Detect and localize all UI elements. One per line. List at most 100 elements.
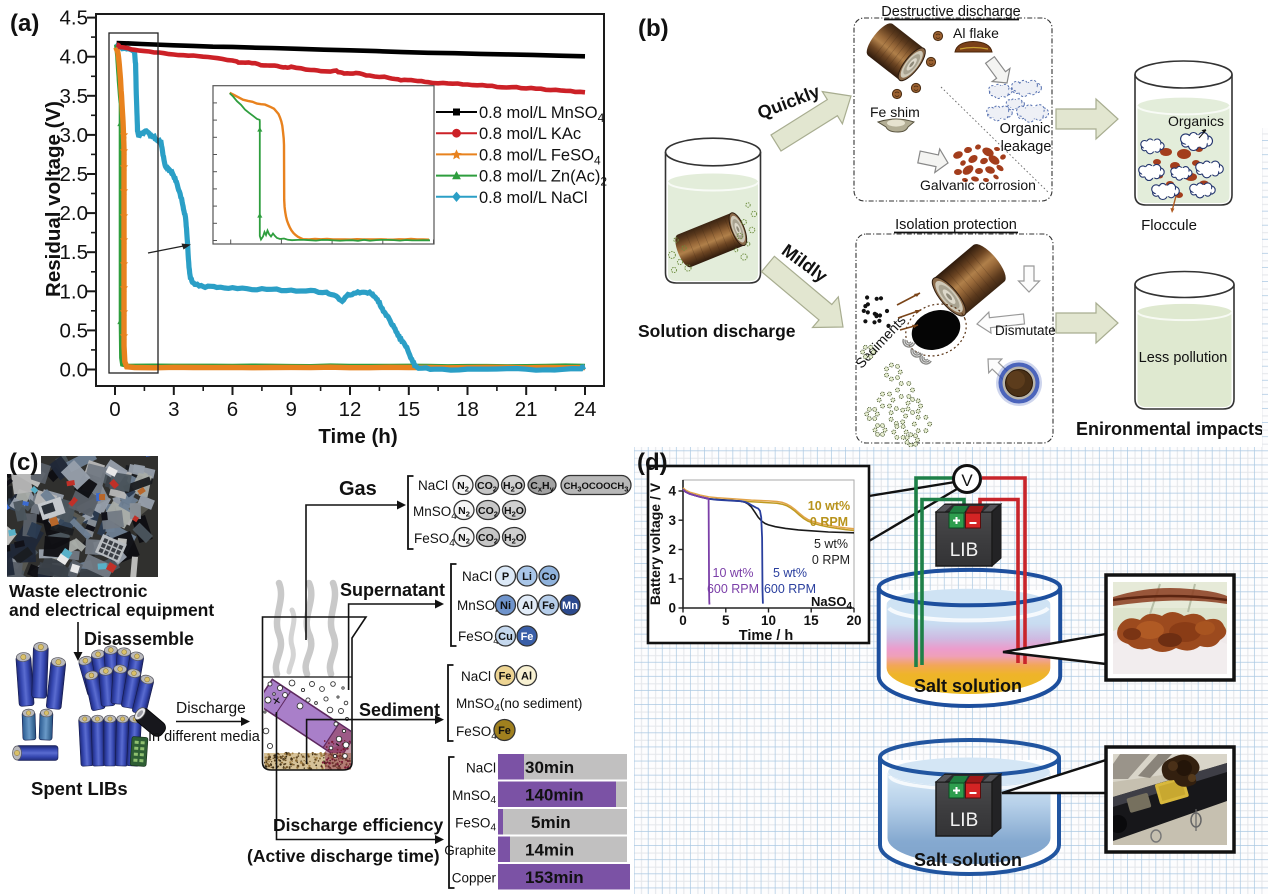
svg-text:MnSO4: MnSO4 [457,598,501,616]
svg-text:N2​: N2​ [458,532,470,546]
svg-text:Supernatant: Supernatant [340,580,445,600]
svg-text:Salt solution: Salt solution [914,850,1022,870]
svg-text:(Active discharge time): (Active discharge time) [247,846,440,866]
svg-text:2.0: 2.0 [60,202,89,225]
svg-text:3: 3 [668,513,676,528]
svg-text:NaCl: NaCl [466,761,496,776]
svg-text:MnSO4: MnSO4 [452,788,496,806]
svg-text:Fe: Fe [499,671,512,683]
svg-text:1.5: 1.5 [60,241,89,264]
svg-text:(b): (b) [638,15,669,42]
svg-text:Ni: Ni [500,600,511,612]
svg-text:153min: 153min [525,868,584,887]
svg-text:leakage: leakage [1001,139,1052,155]
svg-text:NaCl: NaCl [461,669,491,684]
svg-text:2: 2 [668,542,676,557]
svg-text:MnSO4(no sediment): MnSO4(no sediment) [456,696,582,714]
svg-text:0: 0 [679,613,687,628]
svg-text:0.8 mol/L MnSO4: 0.8 mol/L MnSO4 [479,104,605,125]
svg-text:NaCl: NaCl [462,569,492,584]
svg-text:FeSO4: FeSO4 [414,531,455,549]
svg-text:30min: 30min [525,758,574,777]
svg-text:14min: 14min [525,841,574,860]
svg-text:0.8 mol/L Zn(Ac)2: 0.8 mol/L Zn(Ac)2 [479,168,607,189]
svg-text:0: 0 [109,398,120,421]
svg-text:18: 18 [456,398,479,421]
svg-text:1.0: 1.0 [60,280,89,303]
svg-text:NaCl: NaCl [418,478,448,493]
svg-text:Al: Al [521,671,532,683]
svg-text:0 RPM: 0 RPM [812,553,850,567]
svg-text:9: 9 [285,398,296,421]
svg-text:4.0: 4.0 [60,46,89,69]
svg-text:Co: Co [542,571,557,583]
svg-text:CH3​OCOOCH3​: CH3​OCOOCH3​ [564,481,629,494]
svg-text:H2​O: H2​O [504,532,524,546]
svg-text:Floccule: Floccule [1141,217,1197,234]
svg-text:(a): (a) [10,10,39,37]
svg-text:H2​O: H2​O [504,505,524,519]
svg-text:Solution discharge: Solution discharge [638,321,796,341]
svg-text:NaSO4: NaSO4 [811,594,852,612]
svg-text:140min: 140min [525,786,584,805]
svg-text:H2​O: H2​O [503,480,523,494]
svg-text:Graphite: Graphite [444,843,496,858]
svg-text:Organic: Organic [1000,121,1051,137]
svg-text:(c): (c) [9,449,38,476]
svg-text:0.8 mol/L KAc: 0.8 mol/L KAc [479,125,581,143]
svg-text:Al flake: Al flake [953,25,999,41]
svg-text:20: 20 [846,613,861,628]
svg-text:Fe shim: Fe shim [870,104,920,120]
svg-text:In different media: In different media [148,729,261,745]
svg-text:10 wt%: 10 wt% [713,566,754,580]
svg-text:CO2​: CO2​ [478,532,498,546]
svg-text:N2​: N2​ [457,480,469,494]
svg-text:and electrical equipment: and electrical equipment [9,600,214,620]
svg-text:Time / h: Time / h [739,628,794,644]
svg-text:Battery voltage / V: Battery voltage / V [647,482,663,605]
svg-text:MnSO4: MnSO4 [413,504,457,522]
svg-text:0.5: 0.5 [60,319,89,342]
svg-text:600 RPM: 600 RPM [707,582,759,596]
svg-text:4: 4 [668,484,676,499]
svg-text:12: 12 [339,398,362,421]
svg-text:(d): (d) [637,449,668,476]
svg-text:Mn: Mn [562,600,578,612]
svg-text:Fe: Fe [542,600,555,612]
svg-text:0.8 mol/L NaCl: 0.8 mol/L NaCl [479,189,588,207]
svg-text:5: 5 [722,613,730,628]
svg-text:FeSO4: FeSO4 [458,629,499,647]
svg-text:Isolation protection: Isolation protection [895,217,1017,233]
svg-text:Discharge efficiency: Discharge efficiency [273,815,443,835]
svg-text:4.5: 4.5 [60,7,89,30]
svg-text:Cu: Cu [498,631,513,643]
svg-text:Organics: Organics [1168,113,1224,129]
svg-text:Time (h): Time (h) [318,425,397,448]
svg-text:Gas: Gas [339,478,377,500]
svg-text:Destructive discharge: Destructive discharge [881,4,1020,20]
svg-text:3.0: 3.0 [60,124,89,147]
svg-text:Salt solution: Salt solution [914,676,1022,696]
svg-text:5 wt%: 5 wt% [773,566,807,580]
svg-text:CO2​: CO2​ [477,480,497,494]
svg-text:3.5: 3.5 [60,85,89,108]
svg-text:LIB: LIB [950,810,979,831]
svg-text:Waste electronic: Waste electronic [9,581,148,601]
svg-text:P: P [502,571,509,583]
svg-text:600 RPM: 600 RPM [764,582,816,596]
svg-text:3: 3 [168,398,179,421]
svg-text:CO2​: CO2​ [478,505,498,519]
svg-text:0.0: 0.0 [60,359,89,382]
svg-text:Enironmental impacts: Enironmental impacts [1076,419,1264,439]
svg-text:Fe: Fe [498,725,511,737]
svg-text:N2​: N2​ [458,505,470,519]
svg-text:Discharge: Discharge [176,700,246,717]
svg-text:FeSO4: FeSO4 [456,724,497,742]
svg-text:24: 24 [574,398,597,421]
svg-text:V: V [961,471,973,490]
svg-text:0.8 mol/L FeSO4: 0.8 mol/L FeSO4 [479,146,601,167]
svg-text:Residual voltage (V): Residual voltage (V) [42,101,65,297]
svg-text:Dismutate: Dismutate [995,323,1056,338]
svg-text:Sediment: Sediment [359,700,440,720]
svg-text:Galvanic corrosion: Galvanic corrosion [920,177,1036,193]
